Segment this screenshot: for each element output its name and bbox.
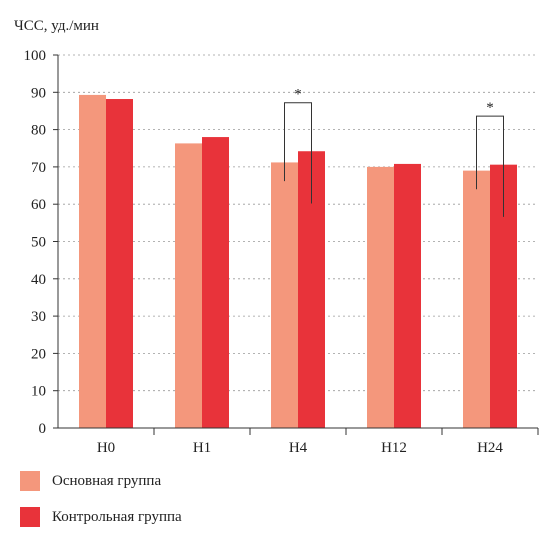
- significance-markers: **: [284, 87, 504, 217]
- significance-bracket: [284, 102, 312, 204]
- y-ticks: 0 10 20 30 40 50 60 70 80 90 100: [24, 48, 58, 437]
- bar-control-0: [106, 99, 133, 428]
- y-tick-label: 70: [31, 160, 46, 176]
- x-tick-label: Н24: [477, 440, 503, 456]
- y-tick-label: 50: [31, 235, 46, 251]
- x-tick-label: Н12: [381, 440, 407, 456]
- y-tick-label: 60: [31, 197, 46, 213]
- x-tick-label: Н0: [97, 440, 115, 456]
- bar-main-0: [79, 94, 106, 428]
- y-tick-label: 20: [31, 346, 46, 362]
- y-tick-label: 80: [31, 123, 46, 139]
- x-tick-label: Н1: [193, 440, 211, 456]
- y-tick-label: 10: [31, 384, 46, 400]
- y-axis-label: ЧСС, уд./мин: [14, 18, 99, 34]
- x-ticks: Н0 Н1 Н4 Н12 Н24: [97, 428, 539, 456]
- bar-main-3: [367, 166, 394, 428]
- y-tick-label: 90: [31, 85, 46, 101]
- legend-item-control-group: Контрольная группа: [20, 506, 182, 528]
- legend-swatch-main-group: [20, 471, 40, 491]
- legend-swatch-control-group: [20, 507, 40, 527]
- significance-asterisk: *: [486, 100, 494, 116]
- bars: [79, 94, 517, 429]
- legend-item-main-group: Основная группа: [20, 470, 182, 492]
- y-tick-label: 100: [24, 48, 47, 64]
- legend-label-control-group: Контрольная группа: [52, 508, 182, 525]
- bar-control-1: [202, 137, 229, 428]
- bar-main-4: [463, 170, 490, 428]
- bar-control-3: [394, 163, 421, 428]
- y-tick-label: 40: [31, 272, 46, 288]
- significance-bracket: [476, 115, 504, 217]
- bar-main-2: [271, 162, 298, 428]
- legend: Основная группа Контрольная группа: [20, 470, 182, 542]
- bar-main-1: [175, 143, 202, 428]
- y-tick-label: 0: [39, 421, 47, 437]
- legend-label-main-group: Основная группа: [52, 472, 162, 489]
- x-tick-label: Н4: [289, 440, 308, 456]
- y-tick-label: 30: [31, 309, 46, 325]
- significance-asterisk: *: [294, 87, 302, 103]
